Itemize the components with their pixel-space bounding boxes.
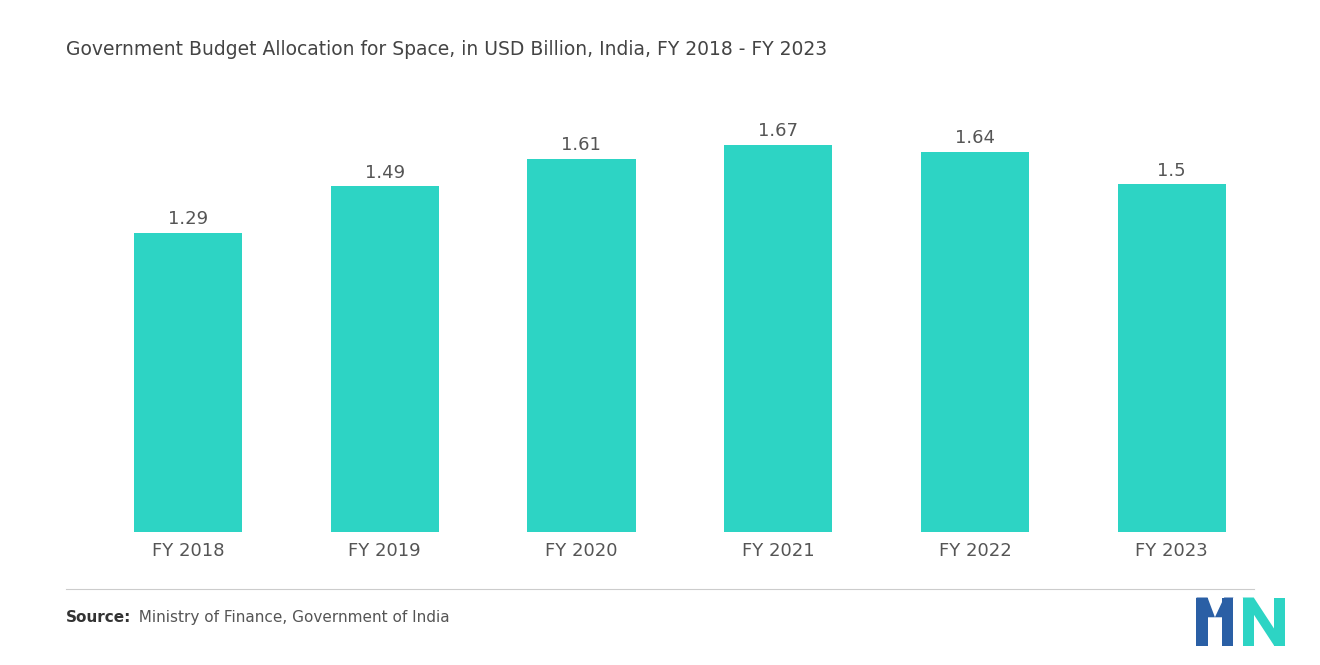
Bar [1222, 597, 1233, 646]
Text: 1.49: 1.49 [364, 164, 405, 182]
Bar [725, 145, 833, 532]
Text: 1.29: 1.29 [168, 210, 209, 228]
Text: Ministry of Finance, Government of India: Ministry of Finance, Government of India [129, 610, 450, 625]
Bar [1242, 597, 1254, 646]
Text: 1.67: 1.67 [758, 122, 799, 140]
Text: 1.64: 1.64 [954, 129, 995, 147]
Text: 1.61: 1.61 [561, 136, 602, 154]
Polygon shape [1196, 597, 1214, 617]
Text: 1.5: 1.5 [1158, 162, 1185, 180]
Bar [330, 186, 438, 532]
Bar [1118, 184, 1226, 532]
Polygon shape [1242, 597, 1286, 646]
Bar [1274, 597, 1286, 646]
Polygon shape [1214, 597, 1233, 617]
Bar [527, 159, 635, 532]
Bar [921, 152, 1030, 532]
Text: Government Budget Allocation for Space, in USD Billion, India, FY 2018 - FY 2023: Government Budget Allocation for Space, … [66, 40, 828, 59]
Bar [1196, 597, 1208, 646]
Text: Source:: Source: [66, 610, 132, 625]
Bar [133, 233, 242, 532]
